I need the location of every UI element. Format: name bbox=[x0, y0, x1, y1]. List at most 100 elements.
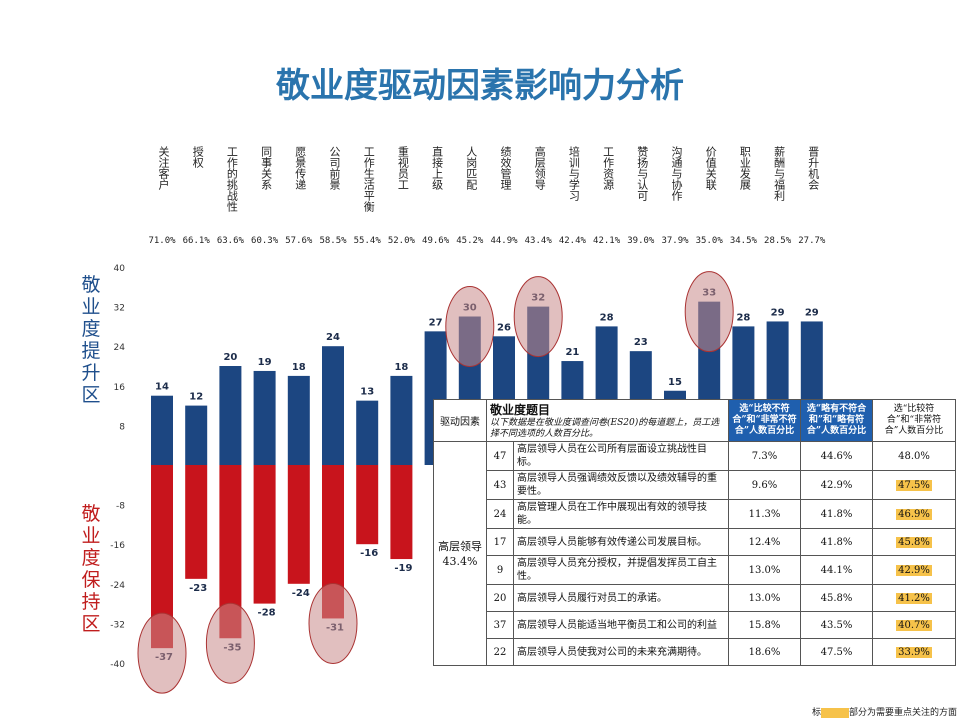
category-percent: 42.1% bbox=[593, 236, 621, 246]
value-neutral: 41.8% bbox=[800, 528, 873, 556]
legend-note-prefix: 标 bbox=[812, 708, 822, 718]
value-neutral: 42.9% bbox=[800, 470, 873, 500]
category-percent: 52.0% bbox=[387, 236, 415, 246]
category-percent: 66.1% bbox=[182, 236, 210, 246]
bar-positive-label: 26 bbox=[497, 322, 511, 333]
y-tick-label: 40 bbox=[114, 264, 126, 274]
value-neutral: 43.5% bbox=[800, 611, 873, 639]
bar-positive-label: 21 bbox=[565, 347, 579, 358]
table-row: 20 高层领导人员履行对员工的承诺。 13.0% 45.8% 41.2% bbox=[434, 584, 956, 612]
bar-negative-label: -23 bbox=[189, 583, 207, 594]
table-row: 高层领导 43.4% 47 高层领导人员在公司所有层面设立挑战性目标。 7.3% 44.6… bbox=[433, 441, 956, 666]
bar-negative bbox=[322, 465, 344, 619]
value-neutral: 45.8% bbox=[800, 584, 873, 612]
table-row: 43 高层领导人员强调绩效反馈以及绩效辅导的重要性。 9.6% 42.9% 47.5% bbox=[434, 470, 956, 500]
value-agree-cell: 42.9% bbox=[872, 555, 956, 585]
category-label: 工作生活平衡 bbox=[362, 146, 376, 212]
highlight-circle bbox=[137, 612, 187, 694]
bar-negative bbox=[185, 465, 208, 579]
category-percent: 57.6% bbox=[285, 236, 313, 246]
category-percent: 60.3% bbox=[251, 236, 279, 246]
value-agree-cell: 47.5% bbox=[872, 470, 956, 500]
bar-positive-label: 15 bbox=[668, 377, 682, 388]
category-percent: 35.0% bbox=[695, 236, 723, 246]
question-number: 43 bbox=[486, 470, 514, 500]
value-neutral: 41.8% bbox=[800, 499, 873, 529]
value-agree: 40.7% bbox=[896, 619, 932, 631]
category-label: 公司前景 bbox=[328, 146, 341, 190]
value-agree: 41.2% bbox=[896, 592, 932, 604]
category-label: 培训与学习 bbox=[567, 146, 581, 201]
table-row: 17 高层领导人员能够有效传递公司发展目标。 12.4% 41.8% 45.8% bbox=[434, 528, 956, 556]
value-disagree: 12.4% bbox=[728, 528, 801, 556]
category-label: 绩效管理 bbox=[499, 146, 512, 190]
question-text: 高层领导人员能够有效传递公司发展目标。 bbox=[513, 528, 729, 556]
factor-cell: 高层领导 43.4% bbox=[433, 441, 487, 666]
value-agree: 33.9% bbox=[896, 646, 932, 658]
table-header-question-title: 敬业度题目 bbox=[490, 403, 551, 417]
bar-positive-label: 18 bbox=[292, 362, 306, 373]
bar-negative-label: -16 bbox=[360, 548, 378, 559]
question-number: 9 bbox=[486, 555, 514, 585]
question-number: 47 bbox=[486, 441, 514, 471]
bar-positive bbox=[219, 366, 242, 465]
table-row: 9 高层领导人员充分授权，并提倡发挥员工自主性。 13.0% 44.1% 42.9% bbox=[434, 555, 956, 585]
category-percent: 71.0% bbox=[148, 236, 176, 246]
highlight-circle bbox=[513, 276, 563, 358]
category-label: 高层领导 bbox=[533, 146, 547, 190]
table-header-col3: 选“比较符合”和“非常符合”人数百分比 bbox=[872, 399, 956, 442]
question-number: 20 bbox=[486, 584, 514, 612]
bar-negative bbox=[219, 465, 242, 639]
value-disagree: 9.6% bbox=[728, 470, 801, 500]
category-label: 价值关联 bbox=[704, 146, 718, 190]
bar-negative-label: -24 bbox=[292, 588, 310, 599]
category-label: 重视员工 bbox=[396, 146, 410, 190]
highlight-swatch bbox=[821, 707, 850, 718]
y-tick-label: -32 bbox=[110, 620, 125, 630]
bar-negative bbox=[253, 465, 276, 604]
value-agree: 45.8% bbox=[896, 536, 932, 548]
table-row: 24 高层管理人员在工作中展现出有效的领导技能。 11.3% 41.8% 46.9% bbox=[434, 499, 956, 529]
bar-positive-label: 20 bbox=[223, 352, 237, 363]
category-percent: 58.5% bbox=[319, 236, 347, 246]
factor-percent: 43.4% bbox=[442, 554, 478, 568]
bar-positive bbox=[390, 375, 413, 465]
category-percent: 37.9% bbox=[661, 236, 689, 246]
question-number: 22 bbox=[486, 638, 514, 666]
value-disagree: 15.8% bbox=[728, 611, 801, 639]
bar-positive-label: 24 bbox=[326, 332, 340, 343]
value-agree-cell: 33.9% bbox=[872, 638, 956, 666]
highlight-circle bbox=[684, 271, 734, 353]
category-percent: 39.0% bbox=[627, 236, 655, 246]
question-number: 37 bbox=[486, 611, 514, 639]
value-agree-cell: 45.8% bbox=[872, 528, 956, 556]
value-agree-cell: 48.0% bbox=[872, 441, 956, 471]
legend-note: 标 部分为需要重点关注的方面 bbox=[812, 705, 957, 718]
bar-positive bbox=[253, 370, 276, 465]
table-header-col2: 选“略有不符合和”和“略有符合”人数百分比 bbox=[800, 399, 873, 442]
bar-positive-label: 13 bbox=[360, 387, 374, 398]
value-agree-cell: 40.7% bbox=[872, 611, 956, 639]
highlight-circle bbox=[445, 286, 495, 367]
engagement-maintain-label: 敬业度保持区 bbox=[81, 503, 101, 635]
category-label: 关注客户 bbox=[157, 146, 170, 190]
value-disagree: 13.0% bbox=[728, 584, 801, 612]
category-label: 人岗匹配 bbox=[464, 146, 478, 190]
bar-positive-label: 19 bbox=[258, 357, 272, 368]
category-label: 沟通与协作 bbox=[670, 146, 683, 201]
table-header-question: 敬业度题目 以下数据是在敬业度调查问卷(ES20)的每道题上，员工选择不同选项的… bbox=[486, 399, 729, 442]
category-percent: 34.5% bbox=[729, 236, 757, 246]
category-label: 工作资源 bbox=[601, 146, 615, 190]
value-agree: 48.0% bbox=[898, 450, 930, 462]
question-text: 高层领导人员充分授权，并提倡发挥员工自主性。 bbox=[513, 555, 729, 585]
bar-positive-label: 29 bbox=[805, 307, 819, 318]
value-neutral: 44.1% bbox=[800, 555, 873, 585]
category-percent: 44.9% bbox=[490, 236, 518, 246]
y-tick-label: 16 bbox=[114, 383, 126, 393]
table-header-factor: 驱动因素 bbox=[433, 399, 487, 442]
question-text: 高层领导人员使我对公司的未来充满期待。 bbox=[513, 638, 729, 666]
question-text: 高层领导人员在公司所有层面设立挑战性目标。 bbox=[513, 441, 729, 471]
bar-negative-label: -28 bbox=[258, 608, 276, 619]
question-number: 24 bbox=[486, 499, 514, 529]
bar-positive bbox=[287, 375, 310, 465]
